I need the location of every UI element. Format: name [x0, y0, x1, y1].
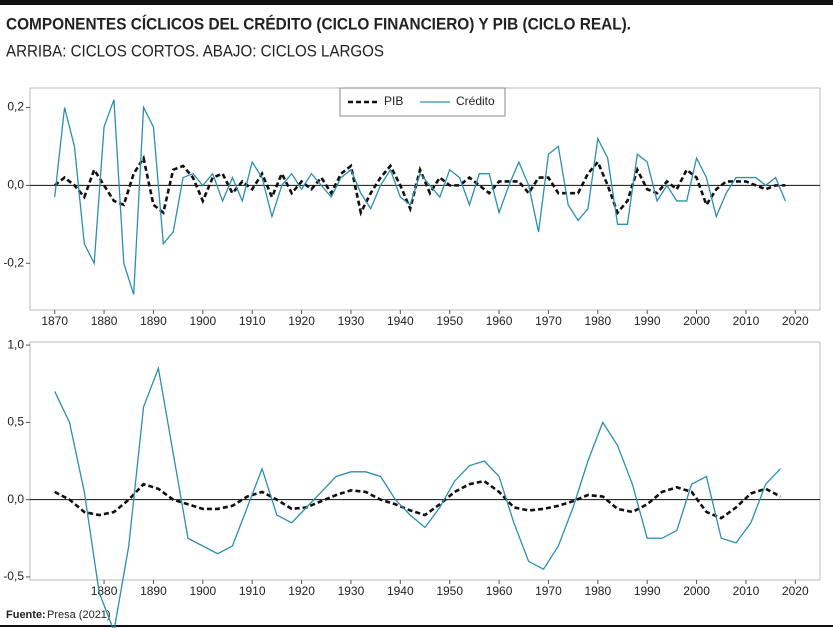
y-tick-label: 0,2 [7, 100, 24, 114]
y-tick-label: -0,5 [3, 569, 24, 583]
x-tick-label: 1930 [338, 314, 365, 328]
source: Presa (2021) [47, 609, 111, 621]
x-tick-label: 1960 [486, 584, 513, 598]
series-line [53, 154, 786, 217]
x-tick-label: 1920 [288, 314, 315, 328]
x-tick-label: 2020 [782, 314, 809, 328]
x-tick-label: 1910 [239, 584, 266, 598]
legend-label: Crédito [456, 94, 495, 108]
series-line [54, 479, 782, 520]
x-tick-label: 2010 [733, 314, 760, 328]
plot-frame [29, 87, 821, 311]
x-tick-label: 2000 [683, 584, 710, 598]
x-tick-label: 2010 [733, 584, 760, 598]
x-tick-label: 1980 [584, 314, 611, 328]
x-tick-label: 1870 [41, 314, 68, 328]
x-tick-label: 2020 [782, 584, 809, 598]
x-tick-label: 1900 [189, 584, 216, 598]
series-line [54, 99, 787, 295]
x-tick-label: 1910 [239, 314, 266, 328]
y-tick-label: 0,0 [7, 178, 24, 192]
x-tick-label: 1890 [140, 584, 167, 598]
x-tick-label: 2000 [683, 314, 710, 328]
x-tick-label: 1890 [140, 314, 167, 328]
chart-subtitle: ARRIBA: CICLOS CORTOS. ABAJO: CICLOS LAR… [6, 41, 384, 60]
chart-title: COMPONENTES CÍCLICOS DEL CRÉDITO (CICLO … [6, 14, 631, 33]
top-bar [0, 0, 833, 5]
y-tick-label: 0,5 [7, 415, 24, 429]
x-tick-label: 1880 [91, 584, 118, 598]
legend-label: PIB [384, 94, 403, 108]
plot-frame [29, 341, 821, 581]
x-tick-label: 1950 [436, 314, 463, 328]
x-tick-label: 1940 [387, 314, 414, 328]
x-tick-label: 1960 [486, 314, 513, 328]
y-tick-label: 0,0 [7, 492, 24, 506]
x-tick-label: 1970 [535, 584, 562, 598]
y-tick-label: 1,0 [7, 337, 24, 351]
x-tick-label: 1990 [634, 584, 661, 598]
x-tick-label: 1950 [436, 584, 463, 598]
x-tick-label: 1970 [535, 314, 562, 328]
x-tick-label: 1920 [288, 584, 315, 598]
x-tick-label: 1930 [338, 584, 365, 598]
x-tick-label: 1940 [387, 584, 414, 598]
x-tick-label: 1880 [91, 314, 118, 328]
x-tick-label: 1900 [189, 314, 216, 328]
series-line [54, 365, 781, 628]
y-tick-label: -0,2 [3, 255, 24, 269]
x-tick-label: 1980 [584, 584, 611, 598]
source-label: Fuente: [6, 609, 46, 621]
x-tick-label: 1990 [634, 314, 661, 328]
